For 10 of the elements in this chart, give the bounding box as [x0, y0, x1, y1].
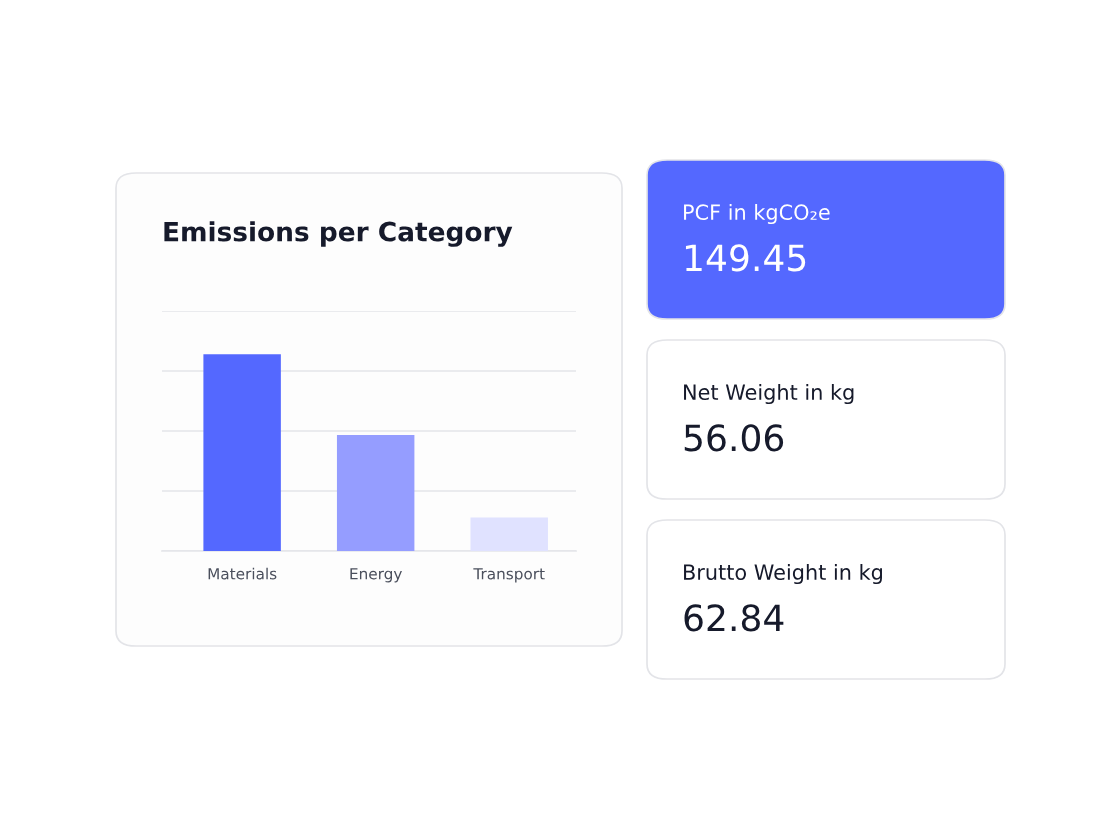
- text: PCF in kgCO₂e: [684, 203, 830, 225]
- text: Net Weight in kg: [684, 383, 854, 405]
- chart-title: Emissions per Category: [164, 221, 513, 247]
- x-tick-label: Materials: [208, 567, 277, 580]
- text: 56.06: [684, 424, 784, 452]
- text: 149.45: [685, 244, 806, 272]
- x-tick-label: Transport: [473, 568, 545, 583]
- text: Brutto Weight in kg: [684, 563, 882, 585]
- text: 62.84: [684, 604, 784, 632]
- x-tick-label: Energy: [350, 568, 402, 583]
